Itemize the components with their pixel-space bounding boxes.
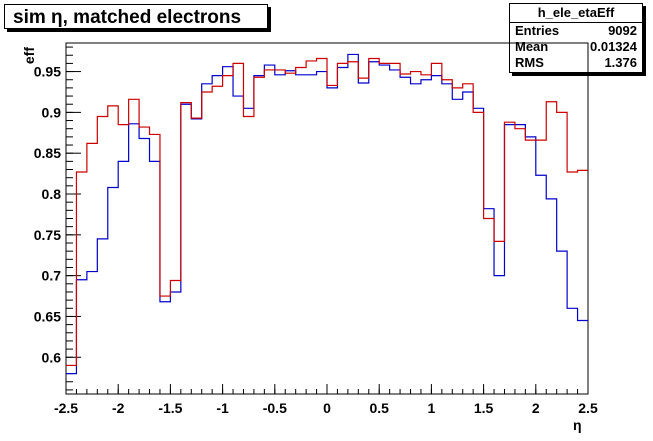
- mean-value: 0.01324: [590, 39, 637, 54]
- x-tick-label: 2: [532, 400, 540, 416]
- stats-row-entries: Entries 9092: [510, 23, 642, 39]
- y-tick-label: 0.85: [34, 145, 61, 161]
- x-tick-label: -2: [112, 400, 125, 416]
- y-tick-label: 0.65: [34, 308, 61, 324]
- histogram-name: h_ele_etaEff: [510, 4, 642, 23]
- series-line: [66, 57, 588, 367]
- x-tick-label: -1: [216, 400, 229, 416]
- x-tick-label: 0: [323, 400, 331, 416]
- rms-label: RMS: [515, 55, 544, 70]
- stats-box: h_ele_etaEff Entries 9092 Mean 0.01324 R…: [509, 3, 643, 73]
- axis-tick-labels: -2.5 -2 -1.5 -1 -0.5 0 0.5 1 1.5 2 2.5 0.6 0.65 0.7 0.…: [34, 64, 598, 416]
- y-tick-label: 0.75: [34, 227, 61, 243]
- y-tick-label: 0.7: [42, 268, 62, 284]
- chart-title-box: sim η, matched electrons: [4, 4, 268, 29]
- x-tick-label: 1.5: [474, 400, 494, 416]
- x-tick-label: -1.5: [158, 400, 182, 416]
- x-tick-label: 2.5: [578, 400, 598, 416]
- x-tick-label: 1: [428, 400, 436, 416]
- plot-frame: [65, 42, 589, 395]
- series-group: [66, 53, 588, 375]
- y-tick-label: 0.95: [34, 64, 61, 80]
- x-tick-label: -2.5: [54, 400, 78, 416]
- x-axis-label: η: [573, 417, 582, 433]
- y-tick-label: 0.9: [42, 104, 62, 120]
- entries-value: 9092: [608, 23, 637, 38]
- axis-ticks: [65, 46, 589, 394]
- x-tick-label: 0.5: [369, 400, 389, 416]
- y-tick-label: 0.8: [42, 186, 62, 202]
- chart-title: sim η, matched electrons: [13, 7, 242, 28]
- entries-label: Entries: [515, 23, 560, 38]
- x-tick-label: -0.5: [263, 400, 287, 416]
- series-line: [66, 53, 588, 375]
- stats-row-rms: RMS 1.376: [510, 55, 642, 71]
- rms-value: 1.376: [604, 55, 637, 70]
- y-axis-label: eff: [21, 47, 37, 64]
- y-tick-label: 0.6: [42, 349, 62, 365]
